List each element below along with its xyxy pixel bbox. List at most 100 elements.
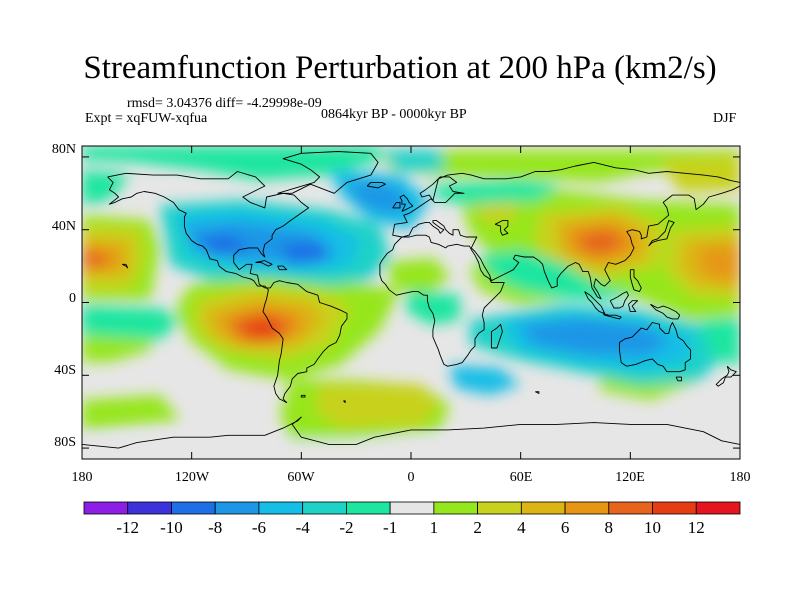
colorbar-label: -2 <box>339 518 353 537</box>
coastline <box>366 181 386 189</box>
field-region <box>380 150 740 182</box>
experiment-label: Expt = xqFUW-xqfua <box>85 111 208 126</box>
field-region <box>405 290 460 325</box>
colorbar-label: 2 <box>473 518 482 537</box>
colorbar-box <box>564 501 610 515</box>
colorbar-label: 12 <box>688 518 705 537</box>
colorbar-box <box>389 501 435 515</box>
x-tick-label: 120W <box>175 470 210 485</box>
colorbar-box <box>345 501 391 515</box>
field-region <box>280 242 330 265</box>
colorbar-box <box>652 501 697 515</box>
coastline <box>494 220 509 236</box>
x-tick-label: 0 <box>408 470 415 485</box>
coastline <box>379 234 505 367</box>
chart-title: Streamfunction Perturbation at 200 hPa (… <box>83 50 717 86</box>
coastline <box>392 161 740 300</box>
coastline <box>715 365 737 387</box>
colorbar-label: -10 <box>160 518 183 537</box>
colorbar <box>83 501 741 515</box>
coastline <box>122 263 129 269</box>
period-label: 0864kyr BP - 0000kyr BP <box>321 107 467 122</box>
coastline <box>277 151 379 194</box>
coastline <box>490 323 503 349</box>
field-region <box>385 258 450 292</box>
field-region <box>580 230 625 254</box>
coastline <box>255 260 273 267</box>
y-tick-label: 40S <box>54 363 76 378</box>
field-region <box>315 384 440 428</box>
field-region <box>82 252 105 266</box>
coastline <box>609 291 629 309</box>
coastline <box>648 220 675 247</box>
field-region <box>82 440 740 459</box>
coastline <box>399 194 414 212</box>
coastline <box>584 291 606 314</box>
field-region <box>520 318 670 355</box>
field-region <box>82 170 130 205</box>
coastline <box>535 391 540 394</box>
x-tick-label: 180 <box>730 470 751 485</box>
season-label: DJF <box>713 111 737 126</box>
colorbar-box <box>695 501 741 515</box>
colorbar-label: -6 <box>252 518 266 537</box>
field-region <box>82 305 180 340</box>
y-tick-label: 80S <box>54 435 76 450</box>
x-tick-label: 60W <box>287 470 315 485</box>
colorbar-box <box>83 501 129 515</box>
colorbar-box <box>520 501 566 515</box>
colorbar-box <box>214 501 260 515</box>
colorbar-box <box>171 501 216 515</box>
field-region <box>82 395 180 430</box>
x-tick-label: 120E <box>615 470 645 485</box>
y-tick-label: 0 <box>69 291 76 306</box>
colorbar-label: 4 <box>517 518 526 537</box>
stats-label: rmsd= 3.04376 diff= -4.29998e-09 <box>127 96 322 111</box>
x-tick-label: 180 <box>72 470 93 485</box>
field-region <box>82 146 380 180</box>
contour-field <box>82 146 740 459</box>
colorbar-label: 6 <box>561 518 570 537</box>
colorbar-box <box>258 501 304 515</box>
coastline <box>602 312 622 320</box>
x-tick-label: 60E <box>510 470 533 485</box>
field-region <box>700 318 740 365</box>
colorbar-box <box>608 501 653 515</box>
coastline <box>650 303 681 320</box>
colorbar-label: 1 <box>430 518 439 537</box>
field-region <box>380 150 445 172</box>
colorbar-label: -12 <box>116 518 139 537</box>
field-region <box>195 234 250 256</box>
colorbar-box <box>433 501 478 515</box>
colorbar-box <box>127 501 172 515</box>
coastline <box>675 376 682 382</box>
colorbar-label: 8 <box>605 518 614 537</box>
coastline <box>629 269 642 293</box>
field-region <box>470 198 520 225</box>
field-region <box>242 320 278 340</box>
colorbar-label: 10 <box>644 518 661 537</box>
axis-ticks <box>81 146 741 459</box>
colorbar-labels: -12 -10 -8 -6 -4 -2 -1 1 2 4 6 8 10 12 <box>116 518 704 537</box>
field-region <box>700 246 740 280</box>
coastline <box>107 171 348 404</box>
coastline <box>343 400 346 404</box>
colorbar-label: -4 <box>296 518 311 537</box>
colorbar-label: -8 <box>208 518 222 537</box>
colorbar-label: -1 <box>383 518 397 537</box>
colorbar-box <box>477 501 522 515</box>
coastline <box>628 300 639 313</box>
field-region <box>660 155 740 192</box>
coastline <box>82 416 740 449</box>
colorbar-box <box>302 501 347 515</box>
field-region <box>430 180 560 205</box>
y-tick-label: 40N <box>52 219 76 234</box>
field-region <box>450 365 520 395</box>
coastline <box>300 394 306 398</box>
coastline <box>277 265 288 271</box>
y-tick-label: 80N <box>52 142 76 157</box>
coastline <box>618 322 692 373</box>
coastline <box>392 201 401 209</box>
coastlines <box>82 151 740 449</box>
